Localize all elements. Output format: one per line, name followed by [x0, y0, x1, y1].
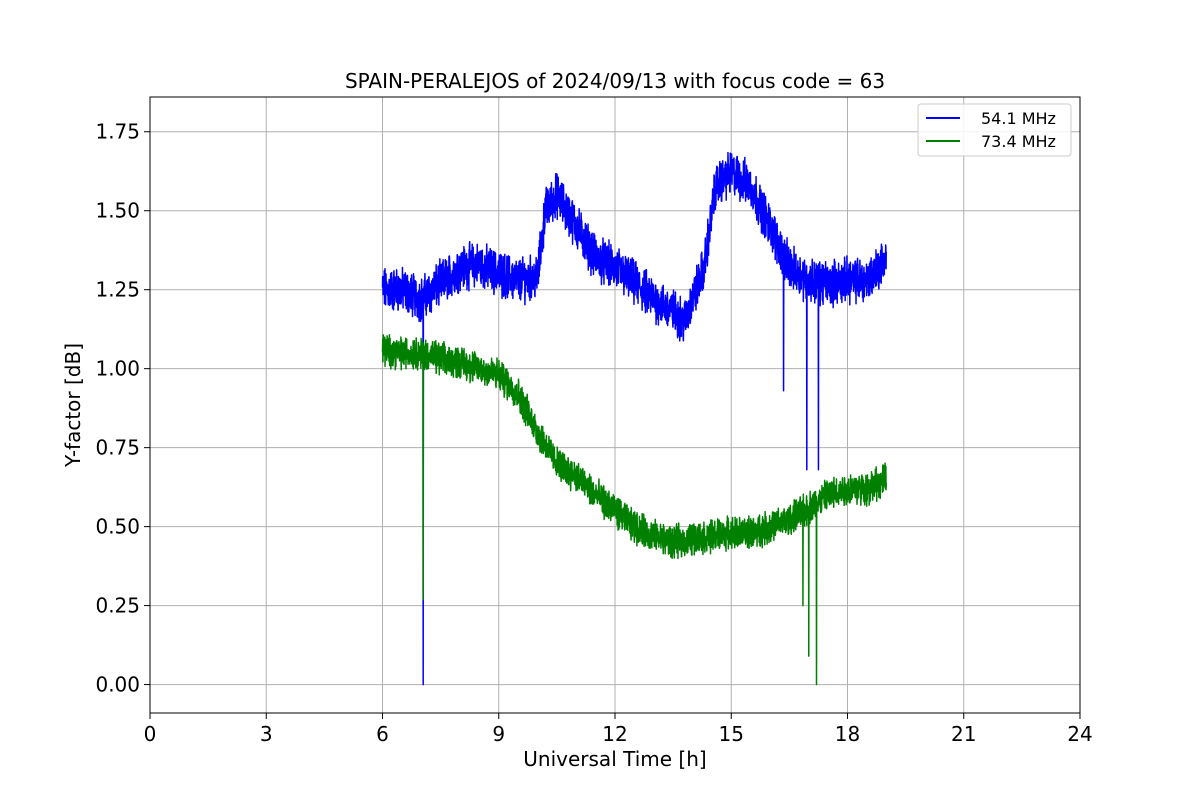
y-tick-label: 1.00 [95, 357, 140, 381]
x-tick-label: 3 [260, 722, 273, 746]
legend-label: 54.1 MHz [981, 109, 1056, 128]
x-tick-label: 0 [144, 722, 157, 746]
series-layer [381, 151, 887, 686]
series-line-1 [381, 151, 887, 686]
x-tick-label: 9 [492, 722, 505, 746]
x-tick-label: 21 [951, 722, 976, 746]
y-tick-label: 1.25 [95, 278, 140, 302]
x-tick-label: 24 [1067, 722, 1092, 746]
tick-layer: 0 3 6 9 12 15 18 21 24 0.00 0.25 0.50 0.75 1.00 1.25 1.… [95, 120, 1092, 746]
x-tick-label: 6 [376, 722, 389, 746]
x-tick-label: 12 [602, 722, 627, 746]
y-tick-label: 0.00 [95, 673, 140, 697]
series-line-2 [381, 334, 887, 686]
y-tick-label: 1.75 [95, 120, 140, 144]
y-tick-label: 1.50 [95, 199, 140, 223]
x-tick-label: 18 [835, 722, 860, 746]
y-tick-label: 0.50 [95, 515, 140, 539]
chart-title: SPAIN-PERALEJOS of 2024/09/13 with focus… [345, 69, 885, 93]
y-tick-label: 0.25 [95, 594, 140, 618]
y-axis-label: Y-factor [dB] [61, 343, 85, 468]
grid-layer [149, 97, 1081, 713]
x-axis-label: Universal Time [h] [523, 747, 706, 771]
legend-label: 73.4 MHz [981, 132, 1056, 151]
legend: 54.1 MHz 73.4 MHz [917, 103, 1072, 157]
y-tick-label: 0.75 [95, 436, 140, 460]
x-tick-label: 15 [719, 722, 744, 746]
